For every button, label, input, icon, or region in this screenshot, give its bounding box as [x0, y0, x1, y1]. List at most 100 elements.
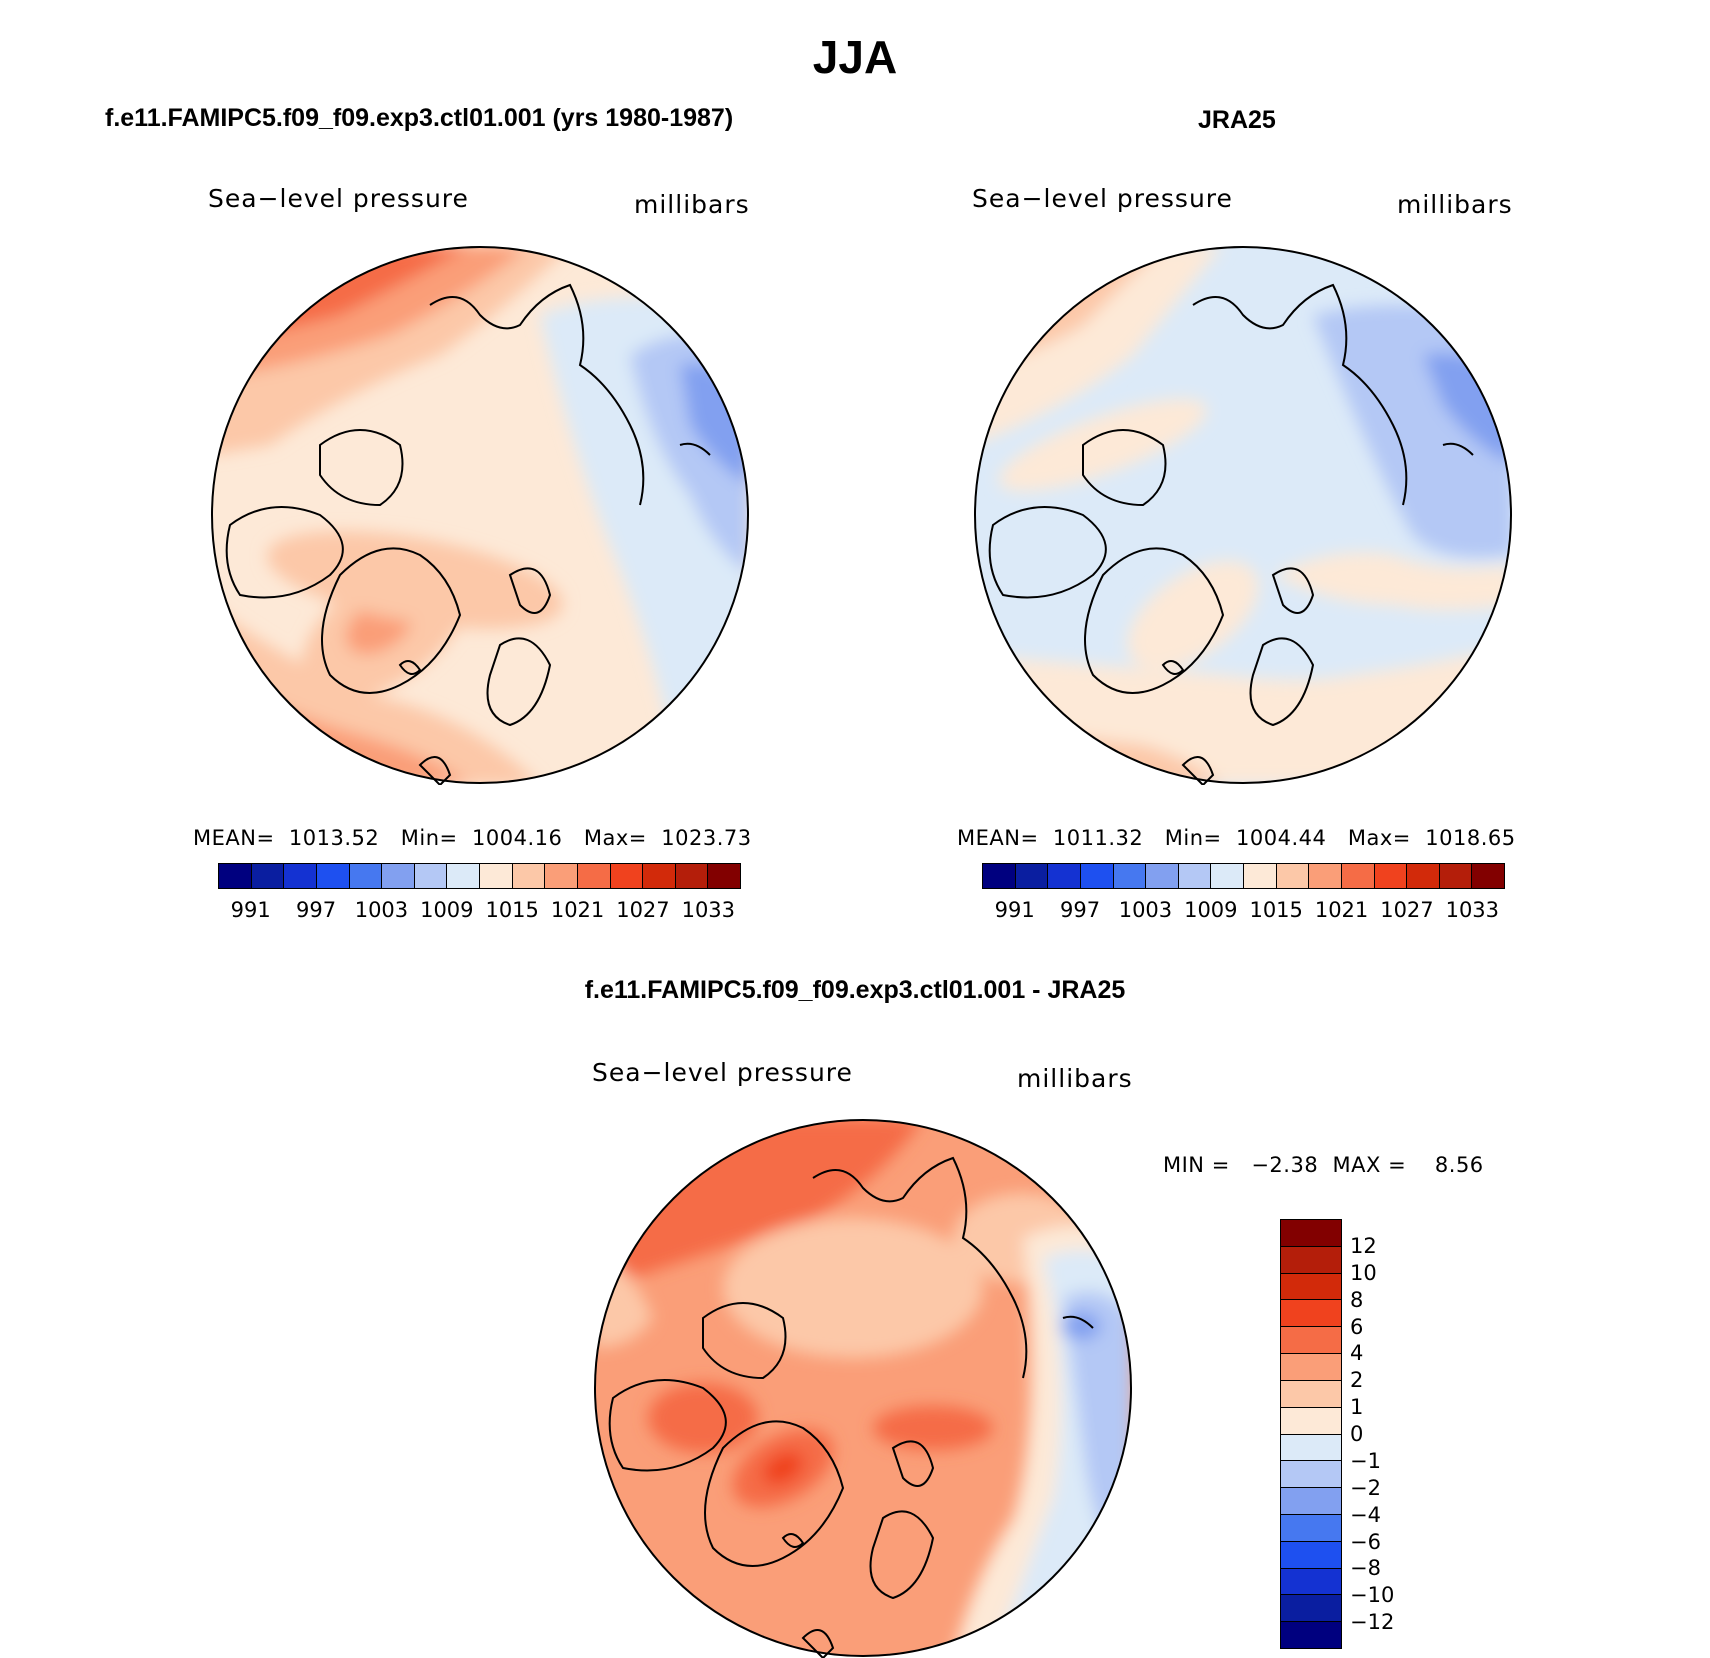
model-colorbar-swatch: [708, 864, 740, 888]
model-colorbar-swatch: [284, 864, 317, 888]
diff-colorbar-swatch: [1281, 1354, 1341, 1381]
diff-polar-map: [594, 1119, 1132, 1658]
obs-mean-label: MEAN=: [957, 826, 1039, 850]
diff-min-label: MIN =: [1163, 1153, 1230, 1177]
diff-colorbar-swatch: [1281, 1380, 1341, 1408]
model-min-label: Min=: [400, 826, 458, 850]
model-colorbar-swatch: [577, 864, 611, 888]
diff-colorbar-swatch: [1281, 1327, 1341, 1355]
diff-colorbar-swatch: [1281, 1273, 1341, 1301]
obs-max-value: 1018.65: [1425, 826, 1516, 850]
obs-colorbar-swatch: [1439, 864, 1473, 888]
diff-colorbar-tick-label: 2: [1350, 1368, 1364, 1393]
obs-colorbar-tick-label: 991: [994, 898, 1035, 922]
diff-max-label: MAX =: [1332, 1153, 1407, 1177]
diff-colorbar-tick-label: −1: [1350, 1448, 1381, 1473]
obs-stats: MEAN= 1011.32 Min= 1004.44 Max= 1018.65: [957, 826, 1516, 850]
model-colorbar-tick-label: 997: [296, 898, 337, 922]
diff-colorbar-tick-label: 4: [1350, 1341, 1364, 1366]
model-colorbar-tick-label: 1033: [681, 898, 736, 922]
diff-colorbar-swatch: [1281, 1407, 1341, 1435]
diff-colorbar-swatch: [1281, 1246, 1341, 1274]
obs-colorbar-swatch: [1178, 864, 1212, 888]
diff-variable-label: Sea−level pressure: [592, 1058, 853, 1087]
model-stats: MEAN= 1013.52 Min= 1004.16 Max= 1023.73: [193, 826, 752, 850]
model-min-value: 1004.16: [472, 826, 563, 850]
model-polar-map: [211, 246, 749, 785]
obs-colorbar-swatch: [1080, 864, 1114, 888]
model-colorbar: [218, 863, 741, 889]
diff-colorbar-swatch: [1281, 1461, 1341, 1489]
model-colorbar-tick-label: 1009: [420, 898, 474, 922]
model-colorbar-swatch: [251, 864, 285, 888]
obs-colorbar-swatch: [1244, 864, 1277, 888]
obs-min-value: 1004.44: [1236, 826, 1327, 850]
obs-colorbar-tick-label: 1009: [1184, 898, 1238, 922]
obs-colorbar-tick-label: 1027: [1380, 898, 1434, 922]
obs-min-label: Min=: [1164, 826, 1222, 850]
obs-colorbar-swatch: [1309, 864, 1342, 888]
diff-colorbar-ticks: 12 10 8 6 4 2 1 0 −1 −2 −4 −6 −8 −10 −12: [1350, 1219, 1430, 1649]
obs-colorbar-tick-label: 1033: [1445, 898, 1500, 922]
obs-colorbar-swatch: [983, 864, 1016, 888]
model-colorbar-swatch: [219, 864, 252, 888]
diff-max-value: 8.56: [1434, 1153, 1484, 1177]
model-colorbar-tick-label: 1021: [550, 898, 605, 922]
model-max-value: 1023.73: [661, 826, 752, 850]
diff-colorbar-swatch: [1281, 1488, 1341, 1515]
model-coastlines: [225, 283, 711, 785]
model-slp-field: [212, 247, 748, 783]
diff-colorbar-tick-label: −4: [1350, 1502, 1381, 1527]
model-colorbar-swatch: [512, 864, 546, 888]
model-colorbar-swatch: [610, 864, 644, 888]
diff-colorbar-swatch: [1281, 1514, 1341, 1542]
model-colorbar-swatch: [447, 864, 480, 888]
diff-colorbar: [1280, 1219, 1342, 1649]
model-units-label: millibars: [634, 190, 750, 219]
obs-coastlines: [988, 283, 1474, 785]
obs-colorbar-swatch: [1341, 864, 1375, 888]
model-colorbar-tick-label: 1003: [354, 898, 409, 922]
model-mean-label: MEAN=: [193, 826, 275, 850]
diff-colorbar-tick-label: 0: [1350, 1422, 1364, 1446]
diff-colorbar-swatch: [1281, 1568, 1341, 1596]
diff-colorbar-tick-label: −12: [1350, 1610, 1395, 1635]
obs-colorbar-swatch: [1113, 864, 1147, 888]
model-panel-title: f.e11.FAMIPC5.f09_f09.exp3.ctl01.001 (yr…: [105, 104, 734, 132]
diff-colorbar-swatch: [1281, 1541, 1341, 1569]
obs-colorbar-swatch: [1472, 864, 1504, 888]
obs-colorbar-tick-label: 997: [1060, 898, 1101, 922]
diff-colorbar-swatch: [1281, 1595, 1341, 1623]
obs-panel-title: JRA25: [1198, 106, 1276, 134]
obs-polar-map: [974, 246, 1512, 785]
obs-colorbar: [982, 863, 1505, 889]
diff-stats: MIN = −2.38 MAX = 8.56: [1163, 1153, 1484, 1177]
model-colorbar-swatch: [414, 864, 448, 888]
model-colorbar-ticks: 991 997 1003 1009 1015 1021 1027 1033: [218, 898, 741, 924]
diff-colorbar-swatch: [1281, 1434, 1341, 1462]
model-colorbar-swatch: [675, 864, 709, 888]
diff-colorbar-tick-label: 12: [1350, 1233, 1377, 1258]
model-colorbar-tick-label: 1027: [616, 898, 670, 922]
diff-colorbar-tick-label: −2: [1350, 1475, 1381, 1500]
diff-colorbar-swatch: [1281, 1622, 1341, 1648]
model-colorbar-swatch: [545, 864, 578, 888]
obs-colorbar-swatch: [1146, 864, 1179, 888]
obs-variable-label: Sea−level pressure: [972, 184, 1233, 213]
diff-min-value: −2.38: [1251, 1153, 1319, 1177]
page-title: JJA: [812, 31, 898, 83]
obs-units-label: millibars: [1397, 190, 1513, 219]
diff-colorbar-tick-label: 8: [1350, 1287, 1364, 1312]
diff-coastlines: [608, 1156, 1094, 1658]
model-colorbar-swatch: [349, 864, 383, 888]
model-colorbar-swatch: [643, 864, 676, 888]
diff-colorbar-tick-label: 1: [1350, 1395, 1364, 1420]
diff-colorbar-tick-label: 6: [1350, 1314, 1364, 1339]
obs-colorbar-ticks: 991 997 1003 1009 1015 1021 1027 1033: [982, 898, 1505, 924]
model-mean-value: 1013.52: [288, 826, 380, 850]
model-colorbar-swatch: [382, 864, 415, 888]
obs-colorbar-swatch: [1015, 864, 1049, 888]
diff-units-label: millibars: [1017, 1064, 1133, 1093]
diff-panel-title: f.e11.FAMIPC5.f09_f09.exp3.ctl01.001 - J…: [584, 976, 1126, 1004]
obs-colorbar-swatch: [1374, 864, 1408, 888]
